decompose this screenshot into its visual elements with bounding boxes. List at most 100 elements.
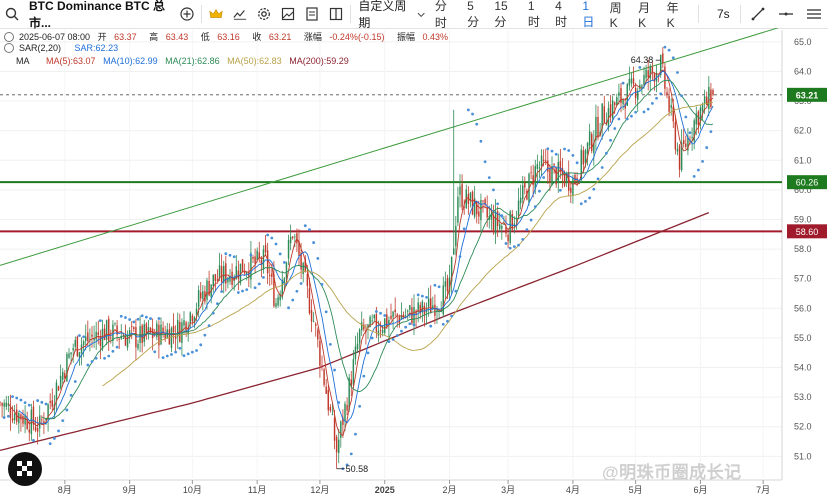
candle-body <box>302 262 304 274</box>
sar-dot <box>496 202 500 206</box>
price-tick-label: 53.0 <box>794 392 812 402</box>
interval-15min[interactable]: 15分 <box>494 0 508 29</box>
candle-body <box>584 150 587 164</box>
symbol-name[interactable]: BTC Dominance BTC 总市... <box>29 0 166 30</box>
sar-dot <box>6 414 10 418</box>
candle-body <box>95 331 97 340</box>
interval-1d[interactable]: 1日 <box>582 0 595 29</box>
draw-horizontal-line-button[interactable] <box>773 0 800 28</box>
candle-body <box>166 329 169 338</box>
sar-dot <box>416 293 420 297</box>
level-label-bg <box>787 175 827 190</box>
sar-dot <box>462 227 466 231</box>
candle-body <box>363 324 365 330</box>
sar-dot <box>596 177 600 181</box>
candle-body <box>542 159 545 161</box>
candle-body <box>143 324 146 342</box>
interval-1w[interactable]: 周K <box>609 0 622 30</box>
sar-dot <box>379 311 382 315</box>
interval-4h[interactable]: 4时 <box>555 0 568 29</box>
candle-body <box>118 338 120 340</box>
candle-body <box>703 96 706 104</box>
candle-body <box>695 113 698 125</box>
candle-body <box>105 320 108 340</box>
candle-body <box>114 323 116 325</box>
divider <box>698 5 700 23</box>
candle-body <box>436 309 438 312</box>
collapse-legend-icon[interactable] <box>4 32 14 42</box>
ma5-line <box>8 69 714 437</box>
candle-body <box>400 315 403 320</box>
candle-body <box>419 304 422 314</box>
sar-dot <box>40 400 44 404</box>
candle-body <box>350 379 353 387</box>
candle-body <box>41 419 43 421</box>
candle-body <box>685 143 687 147</box>
interval-1y[interactable]: 年K <box>666 0 679 30</box>
template-button[interactable] <box>276 0 300 28</box>
interval-5min[interactable]: 5分 <box>467 0 480 29</box>
data-window-button[interactable] <box>300 0 324 28</box>
candle-body <box>337 439 340 454</box>
sar-dot <box>27 403 31 407</box>
candle-body <box>214 274 217 282</box>
sar-dot <box>245 288 249 292</box>
sar-dot <box>278 252 282 256</box>
interval-1m[interactable]: 月K <box>638 0 651 30</box>
candle-body <box>381 329 384 333</box>
candle-body <box>122 337 125 339</box>
candle-body <box>469 192 472 202</box>
indicators-button[interactable] <box>228 0 252 28</box>
price-axis[interactable]: 51.0 52.0 53.0 54.0 55.0 56.0 57.0 58.0 59.0 60.0… <box>787 37 827 461</box>
candle-body <box>344 403 346 422</box>
candle-body <box>611 100 614 119</box>
candle-body <box>49 401 51 403</box>
candle-body <box>24 415 26 425</box>
draw-trendline-button[interactable] <box>743 0 773 28</box>
sar-dot <box>412 323 416 327</box>
sar-dot <box>446 319 449 323</box>
menu-button[interactable] <box>799 0 827 28</box>
interval-1h[interactable]: 1时 <box>527 0 540 29</box>
candle-body <box>191 315 194 322</box>
price-chart[interactable]: 51.0 52.0 53.0 54.0 55.0 56.0 57.0 58.0 59.0 60.0… <box>0 28 828 501</box>
candle-body <box>279 293 281 301</box>
level-label-bg <box>787 224 827 239</box>
sar-dot <box>471 112 474 116</box>
sar-toggle-icon[interactable] <box>4 43 14 53</box>
sar-dot <box>320 282 324 286</box>
candle-body <box>450 256 453 282</box>
settings-button[interactable] <box>252 0 276 28</box>
custom-period-dropdown[interactable]: 自定义周期 <box>353 0 430 30</box>
time-tick-label: 2月 <box>443 485 457 495</box>
price-tick-label: 65.0 <box>794 37 812 47</box>
compare-button[interactable] <box>175 0 199 28</box>
candle-body <box>120 336 123 339</box>
gear-icon <box>258 8 271 20</box>
sar-dot <box>604 151 608 155</box>
crown-button[interactable] <box>204 0 228 28</box>
amplitude-value: 0.43% <box>422 32 449 42</box>
candle-body <box>57 386 60 391</box>
sar-dot <box>370 336 374 340</box>
sar-dot <box>132 320 136 324</box>
candle-body <box>89 338 91 340</box>
candle-body <box>321 365 323 367</box>
candle-body <box>442 285 445 315</box>
sar-dot <box>119 314 123 318</box>
sar-dot <box>667 48 671 52</box>
candle-body <box>605 124 608 126</box>
interval-1min[interactable]: 分时 <box>434 0 447 30</box>
search-button[interactable] <box>0 0 24 28</box>
candle-body <box>281 279 284 298</box>
sar-dot <box>128 318 132 321</box>
candle-body <box>47 404 49 419</box>
time-axis[interactable]: 8月 9月 10月 11月 12月 2025 2月 3月 4月 5月 6月 7月 <box>58 480 770 495</box>
replay-speed[interactable]: 7s <box>716 7 730 21</box>
sar-dot <box>550 149 554 153</box>
time-tick-label: 2025 <box>375 485 395 495</box>
layout-button[interactable] <box>324 0 348 28</box>
checkered-logo-icon[interactable] <box>8 452 42 486</box>
candle-body <box>235 266 238 279</box>
candle-body <box>327 389 330 411</box>
